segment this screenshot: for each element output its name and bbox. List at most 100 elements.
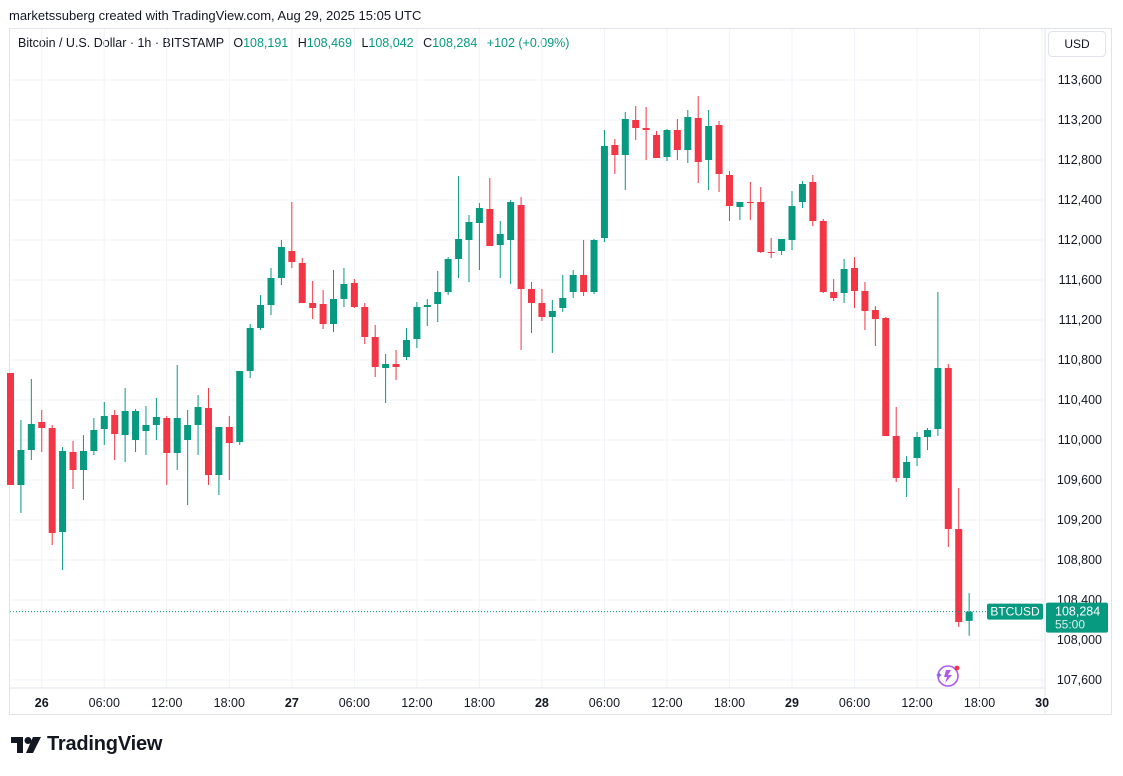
candle-body: [142, 425, 150, 431]
price-tick-label: 109,600: [1057, 473, 1102, 487]
low-value: 108,042: [368, 36, 414, 50]
candle-body: [934, 368, 942, 429]
candle-body: [830, 292, 838, 298]
candle-body: [69, 452, 77, 470]
candle-body: [819, 221, 827, 292]
time-axis: 26 06:00 12:00 18:00 27 06:00 12:00 18:00 28 06:0…: [10, 687, 1049, 710]
candle-body: [236, 371, 244, 442]
candle-body: [507, 202, 515, 240]
tradingview-logo-text: TradingView: [47, 733, 163, 755]
candle-body: [267, 278, 275, 305]
time-tick-label: 06:00: [589, 696, 620, 710]
price-tick-label: 112,400: [1058, 193, 1102, 207]
time-tick-label: 18:00: [464, 696, 495, 710]
price-tick-label: 112,800: [1058, 153, 1102, 167]
candles: [7, 96, 973, 636]
currency-button[interactable]: USD: [1048, 31, 1106, 57]
low-label: L: [361, 36, 369, 50]
candle-body: [892, 436, 900, 478]
close-label: C: [423, 36, 433, 50]
price-tag-countdown: 55:00: [1055, 618, 1085, 632]
candle-body: [455, 239, 463, 259]
candle-body: [725, 175, 733, 206]
candle-body: [298, 263, 306, 303]
candle-body: [955, 529, 963, 622]
candle-body: [194, 407, 202, 425]
lightning-icon: [936, 665, 960, 687]
candle-body: [38, 422, 46, 428]
tradingview-logo[interactable]: TradingView: [11, 733, 162, 756]
price-tick-label: 107,600: [1057, 673, 1102, 687]
open-value: 108,191: [243, 36, 289, 50]
candle-body: [100, 416, 108, 429]
chart-attribution: marketssuberg created with TradingView.c…: [9, 8, 422, 23]
price-tick-label: 113,200: [1058, 113, 1102, 127]
candle-body: [746, 202, 754, 203]
high-value: 108,469: [306, 36, 352, 50]
candle-body: [7, 373, 14, 485]
candle-body: [204, 408, 212, 475]
candle-body: [132, 411, 140, 440]
grid-lines: [10, 29, 1045, 688]
candle-body: [340, 284, 348, 299]
price-tick-label: 113,600: [1058, 73, 1102, 87]
candle-body: [423, 305, 431, 307]
time-tick-label: 12:00: [401, 696, 432, 710]
time-tick-label: 30: [1035, 696, 1049, 710]
candle-body: [851, 268, 859, 291]
time-tick-label: 18:00: [964, 696, 995, 710]
time-tick-label: 27: [285, 696, 299, 710]
candle-body: [246, 328, 254, 371]
candle-body: [225, 427, 233, 443]
high-label: H: [297, 36, 307, 50]
time-tick-label: 28: [535, 696, 549, 710]
candle-body: [371, 337, 379, 367]
price-tag-box: [1046, 602, 1108, 633]
candle-body: [79, 451, 87, 470]
candle-body: [350, 283, 358, 307]
candle-body: [673, 130, 681, 150]
candle-body: [215, 427, 223, 475]
candle-body: [600, 146, 608, 238]
candle-body: [767, 252, 775, 253]
candle-body: [663, 130, 671, 157]
candle-body: [17, 450, 25, 485]
candle-body: [590, 240, 598, 292]
price-tick-label: 110,800: [1058, 353, 1102, 367]
time-tick-label: 12:00: [651, 696, 682, 710]
price-tick-label: 111,600: [1059, 273, 1102, 287]
price-tick-label: 109,200: [1057, 513, 1102, 527]
chart-frame: [9, 28, 1112, 715]
price-tick-label: 110,400: [1058, 393, 1102, 407]
candle-body: [778, 239, 786, 251]
symbol-description[interactable]: Bitcoin / U.S. Dollar · 1h · BITSTAMP: [18, 36, 224, 50]
candle-body: [871, 310, 879, 319]
candle-body: [48, 428, 56, 533]
candle-body: [173, 418, 181, 453]
candle-body: [903, 462, 911, 478]
candle-body: [496, 234, 504, 245]
candle-body: [538, 303, 546, 317]
price-tick-label: 112,000: [1058, 233, 1102, 247]
ticker-tag-box: [987, 603, 1043, 620]
candle-body: [465, 222, 473, 240]
candle-body: [257, 305, 265, 328]
time-tick-label: 18:00: [214, 696, 245, 710]
tradingview-logo-icon: [11, 736, 41, 753]
candle-body: [684, 117, 692, 150]
time-tick-label: 06:00: [339, 696, 370, 710]
candle-body: [528, 289, 535, 303]
price-tick-label: 111,200: [1059, 313, 1102, 327]
time-tick-label: 12:00: [151, 696, 182, 710]
candle-body: [611, 145, 619, 155]
candle-body: [580, 275, 588, 292]
candle-body: [413, 307, 421, 339]
candle-body: [59, 451, 67, 532]
candle-body: [330, 299, 338, 324]
candle-body: [642, 128, 650, 130]
candle-body: [121, 411, 129, 435]
ticker-tag-label: BTCUSD: [990, 605, 1040, 619]
time-tick-label: 12:00: [901, 696, 932, 710]
candle-body: [517, 205, 525, 289]
